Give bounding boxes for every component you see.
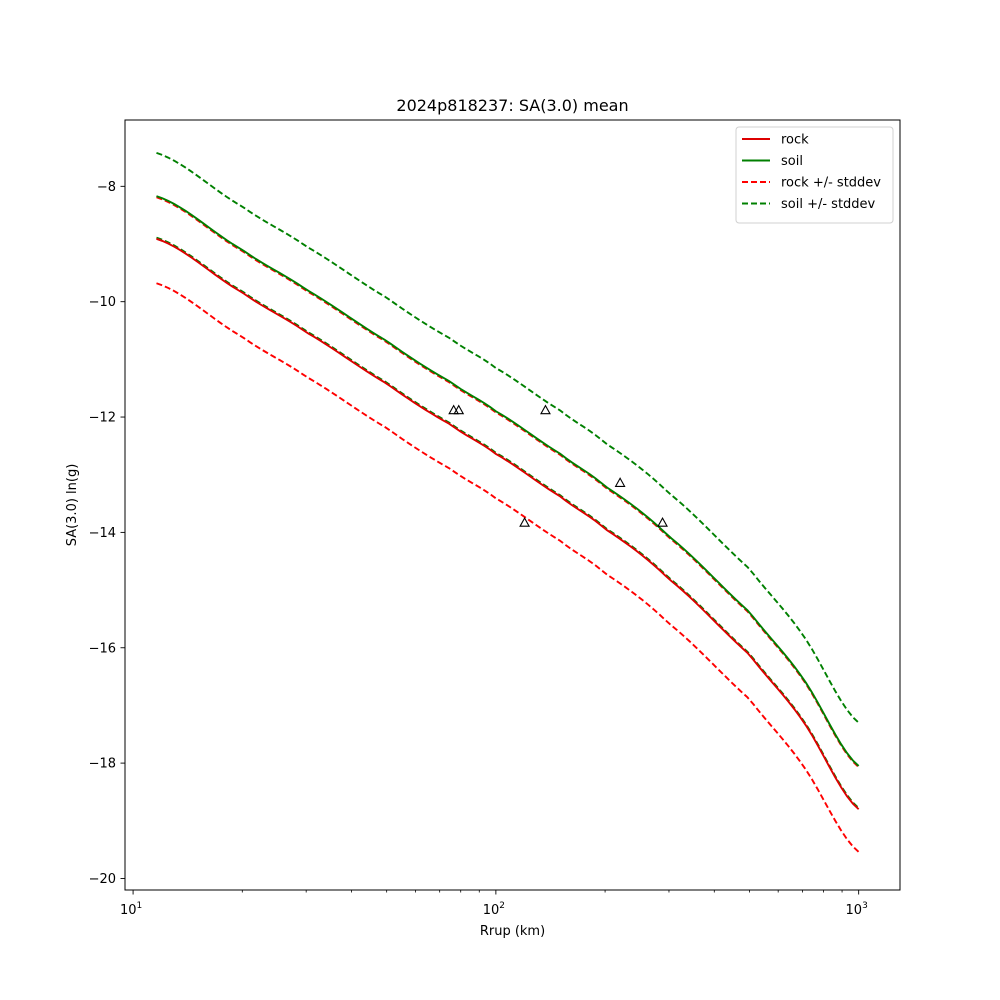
legend-box	[735, 126, 894, 224]
observation-marker	[657, 516, 668, 527]
legend-label: soil +/- stddev	[781, 197, 876, 212]
observation-layer	[448, 404, 668, 527]
series-line-soil-stddev-4	[156, 151, 860, 724]
legend: rock soil rock +/- stddev soil +/- stddev	[735, 126, 894, 224]
y-tick-label: −14	[89, 526, 116, 541]
observation-marker	[453, 404, 465, 415]
series-line-soil-1	[156, 195, 860, 767]
observation-marker	[519, 516, 531, 527]
y-tick-label: −20	[89, 872, 116, 887]
series-line-rock-0	[156, 237, 860, 810]
chart-title: 2024p818237: SA(3.0) mean	[396, 96, 628, 115]
series-line-rock-stddev-2	[156, 282, 860, 853]
series-line-stddev-bound-5	[156, 236, 860, 809]
y-tick-label: −16	[89, 641, 116, 656]
series-line-stddev-bound-3	[156, 196, 860, 768]
observation-marker	[614, 477, 626, 487]
x-tick-label: 103	[846, 901, 868, 918]
x-axis: 101 102 103	[120, 890, 868, 918]
y-axis-label: SA(3.0) ln(g)	[65, 464, 80, 547]
observation-marker	[540, 404, 551, 415]
legend-label: rock	[781, 133, 809, 148]
x-tick-label: 101	[120, 901, 142, 918]
y-tick-label: −8	[97, 180, 116, 195]
y-tick-label: −12	[89, 411, 116, 426]
series-layer	[156, 151, 860, 853]
y-axis: −8 −10 −12 −14 −16 −18 −20	[89, 180, 125, 887]
x-tick-label: 102	[483, 901, 505, 918]
x-axis-label: Rrup (km)	[480, 924, 545, 939]
y-tick-label: −10	[89, 295, 116, 310]
y-tick-label: −18	[89, 757, 116, 772]
plot-area-frame	[124, 119, 901, 891]
legend-label: rock +/- stddev	[781, 176, 881, 191]
legend-label: soil	[781, 154, 803, 169]
